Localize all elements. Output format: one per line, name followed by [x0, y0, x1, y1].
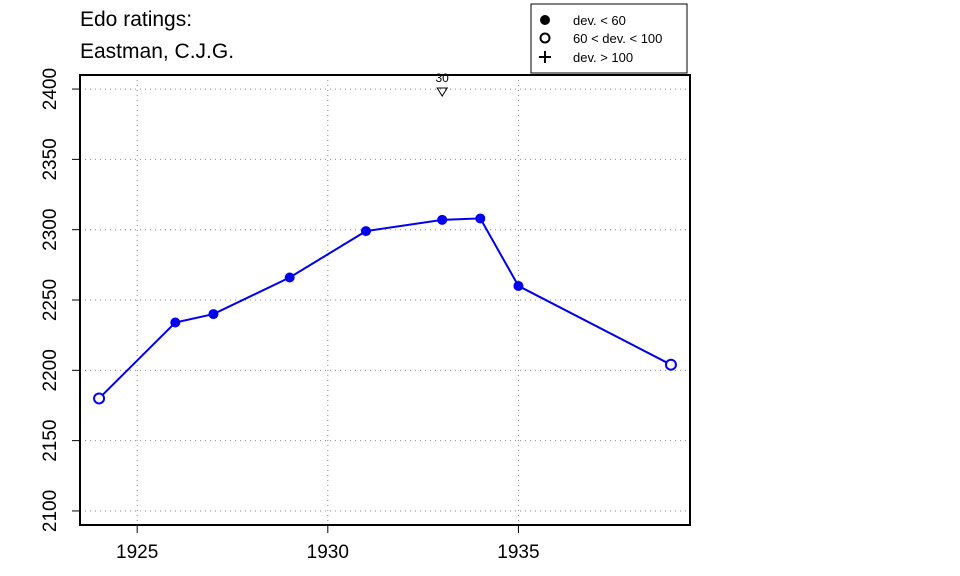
series-line	[98, 217, 672, 400]
legend-marker-filled-circle	[540, 15, 550, 25]
y-tick-label: 2350	[40, 138, 61, 180]
data-point	[513, 280, 524, 291]
legend: dev. < 60 60 < dev. < 100 dev. > 100	[530, 3, 688, 74]
annotation-triangle	[436, 87, 449, 97]
grid	[80, 75, 690, 525]
legend-label-2: dev. > 100	[573, 50, 633, 65]
x-tick-label: 1935	[497, 542, 539, 563]
y-tick-label: 2150	[40, 419, 61, 461]
chart-title-line2: Eastman, C.J.G.	[80, 40, 235, 63]
y-tick-label: 2200	[40, 349, 61, 391]
legend-box	[530, 3, 688, 74]
data-point	[437, 214, 448, 225]
legend-marker-plus	[539, 51, 551, 63]
data-point-open	[664, 358, 677, 371]
data-point	[170, 317, 181, 328]
y-tick-label: 2400	[40, 68, 61, 110]
chart-title-line1: Edo ratings:	[80, 8, 193, 31]
x-tick-label: 1930	[307, 542, 349, 563]
x-axis: 1925 1930 1935	[116, 525, 540, 563]
legend-label-0: dev. < 60	[573, 13, 626, 28]
data-point	[360, 226, 371, 237]
series-points	[93, 213, 677, 405]
y-tick-label: 2250	[40, 279, 61, 321]
y-tick-label: 2100	[40, 490, 61, 532]
x-tick-label: 1925	[116, 542, 158, 563]
data-point	[208, 309, 219, 320]
y-axis: 2100 2150 2200 2250 2300 2350 2400	[40, 68, 80, 532]
y-tick-label: 2300	[40, 209, 61, 251]
annotation: 30	[436, 71, 450, 97]
annotation-label: 30	[436, 71, 450, 85]
legend-marker-open-circle	[539, 32, 551, 44]
data-point-open	[93, 392, 106, 405]
legend-label-1: 60 < dev. < 100	[573, 31, 662, 46]
data-point	[475, 213, 486, 224]
data-point	[284, 272, 295, 283]
